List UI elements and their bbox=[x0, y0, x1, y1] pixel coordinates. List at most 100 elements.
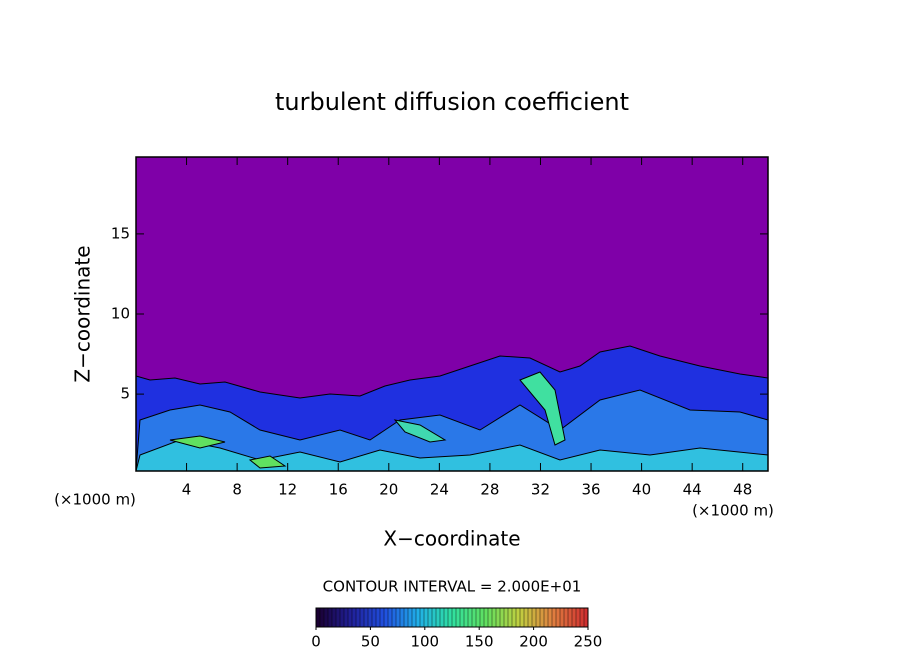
colorbar-frame bbox=[315, 607, 589, 628]
x-tick-label: 20 bbox=[379, 481, 398, 499]
field-region bbox=[248, 455, 287, 469]
colorbar-cell bbox=[355, 607, 361, 628]
colorbar-cell bbox=[575, 607, 581, 628]
colorbar-tick-label: 200 bbox=[519, 633, 548, 651]
colorbar-tick-label: 50 bbox=[361, 633, 380, 651]
x-tick-label: 8 bbox=[232, 481, 242, 499]
colorbar-tick-label: 150 bbox=[465, 633, 494, 651]
colorbar-cell bbox=[383, 607, 389, 628]
colorbar-cell bbox=[371, 607, 377, 628]
field-region bbox=[393, 419, 447, 443]
colorbar-cell bbox=[451, 607, 457, 628]
x-axis-label: X−coordinate bbox=[383, 527, 520, 551]
colorbar-cell bbox=[423, 607, 429, 628]
x-tick-label: 16 bbox=[329, 481, 348, 499]
colorbar-cell bbox=[399, 607, 405, 628]
x-tick-label: 48 bbox=[733, 481, 752, 499]
colorbar-cell bbox=[447, 607, 453, 628]
colorbar-cell bbox=[439, 607, 445, 628]
colorbar-cell bbox=[387, 607, 393, 628]
colorbar-cell bbox=[403, 607, 409, 628]
x-tick-label: 28 bbox=[480, 481, 499, 499]
colorbar-cell bbox=[367, 607, 373, 628]
chart-title: turbulent diffusion coefficient bbox=[275, 88, 629, 116]
colorbar-cell bbox=[459, 607, 465, 628]
colorbar-cell bbox=[547, 607, 553, 628]
colorbar-cell bbox=[359, 607, 365, 628]
colorbar-cell bbox=[535, 607, 541, 628]
contour-field bbox=[135, 157, 769, 472]
colorbar-tick-label: 0 bbox=[311, 633, 321, 651]
colorbar-cell bbox=[347, 607, 353, 628]
colorbar-cell bbox=[567, 607, 573, 628]
colorbar-cell bbox=[503, 607, 509, 628]
colorbar-cell bbox=[327, 607, 333, 628]
colorbar-cell bbox=[475, 607, 481, 628]
x-tick-label: 4 bbox=[182, 481, 192, 499]
colorbar-cell bbox=[571, 607, 577, 628]
colorbar-cell bbox=[523, 607, 529, 628]
colorbar-cell bbox=[507, 607, 513, 628]
x-tick-label: 44 bbox=[683, 481, 702, 499]
colorbar-cell bbox=[331, 607, 337, 628]
y-tick-label: 5 bbox=[120, 385, 130, 403]
colorbar-cell bbox=[415, 607, 421, 628]
colorbar-cell bbox=[511, 607, 517, 628]
colorbar-cell bbox=[543, 607, 549, 628]
colorbar-cell bbox=[499, 607, 505, 628]
colorbar-cell bbox=[339, 607, 345, 628]
colorbar-cell bbox=[527, 607, 533, 628]
colorbar-cell bbox=[351, 607, 357, 628]
y-axis-label: Z−coordinate bbox=[71, 245, 95, 382]
colorbar-cell bbox=[319, 607, 325, 628]
colorbar-cell bbox=[315, 607, 321, 628]
colorbar-cell bbox=[467, 607, 473, 628]
colorbar-cell bbox=[407, 607, 413, 628]
colorbar-cell bbox=[491, 607, 497, 628]
colorbar-cell bbox=[515, 607, 521, 628]
colorbar-cell bbox=[555, 607, 561, 628]
x-unit-label: (×1000 m) bbox=[54, 491, 136, 509]
colorbar-cell bbox=[455, 607, 461, 628]
colorbar: 0 50 100 150 200 250 bbox=[311, 607, 603, 651]
x-tick-label: 32 bbox=[531, 481, 550, 499]
x-tick-label: 24 bbox=[430, 481, 449, 499]
colorbar-cell bbox=[487, 607, 493, 628]
colorbar-cell bbox=[579, 607, 585, 628]
colorbar-cell bbox=[435, 607, 441, 628]
x-tick-label: 36 bbox=[581, 481, 600, 499]
colorbar-cell bbox=[323, 607, 329, 628]
colorbar-cell bbox=[343, 607, 349, 628]
colorbar-cell bbox=[479, 607, 485, 628]
colorbar-cell bbox=[419, 607, 425, 628]
colorbar-cell bbox=[335, 607, 341, 628]
colorbar-cell bbox=[551, 607, 557, 628]
colorbar-cell bbox=[379, 607, 385, 628]
colorbar-cell bbox=[431, 607, 437, 628]
colorbar-cell bbox=[443, 607, 449, 628]
colorbar-cell bbox=[463, 607, 469, 628]
colorbar-cell bbox=[483, 607, 489, 628]
colorbar-cell bbox=[519, 607, 525, 628]
field-region bbox=[519, 371, 566, 446]
colorbar-cell bbox=[563, 607, 569, 628]
x-tick-label: 12 bbox=[278, 481, 297, 499]
colorbar-cell bbox=[471, 607, 477, 628]
colorbar-cell bbox=[391, 607, 397, 628]
colorbar-cell bbox=[559, 607, 565, 628]
y-tick-label: 15 bbox=[111, 224, 130, 242]
y-tick-label: 10 bbox=[111, 305, 130, 323]
colorbar-cell bbox=[395, 607, 401, 628]
colorbar-cell bbox=[375, 607, 381, 628]
colorbar-cell bbox=[427, 607, 433, 628]
colorbar-cell bbox=[531, 607, 537, 628]
colorbar-cell bbox=[495, 607, 501, 628]
contour-interval: CONTOUR INTERVAL = 2.000E+01 bbox=[323, 578, 582, 596]
colorbar-tick-label: 250 bbox=[574, 633, 603, 651]
colorbar-tick-label: 100 bbox=[410, 633, 439, 651]
x-tick-label: 40 bbox=[632, 481, 651, 499]
colorbar-cell bbox=[539, 607, 545, 628]
colorbar-cell bbox=[363, 607, 369, 628]
field-region bbox=[169, 435, 226, 449]
